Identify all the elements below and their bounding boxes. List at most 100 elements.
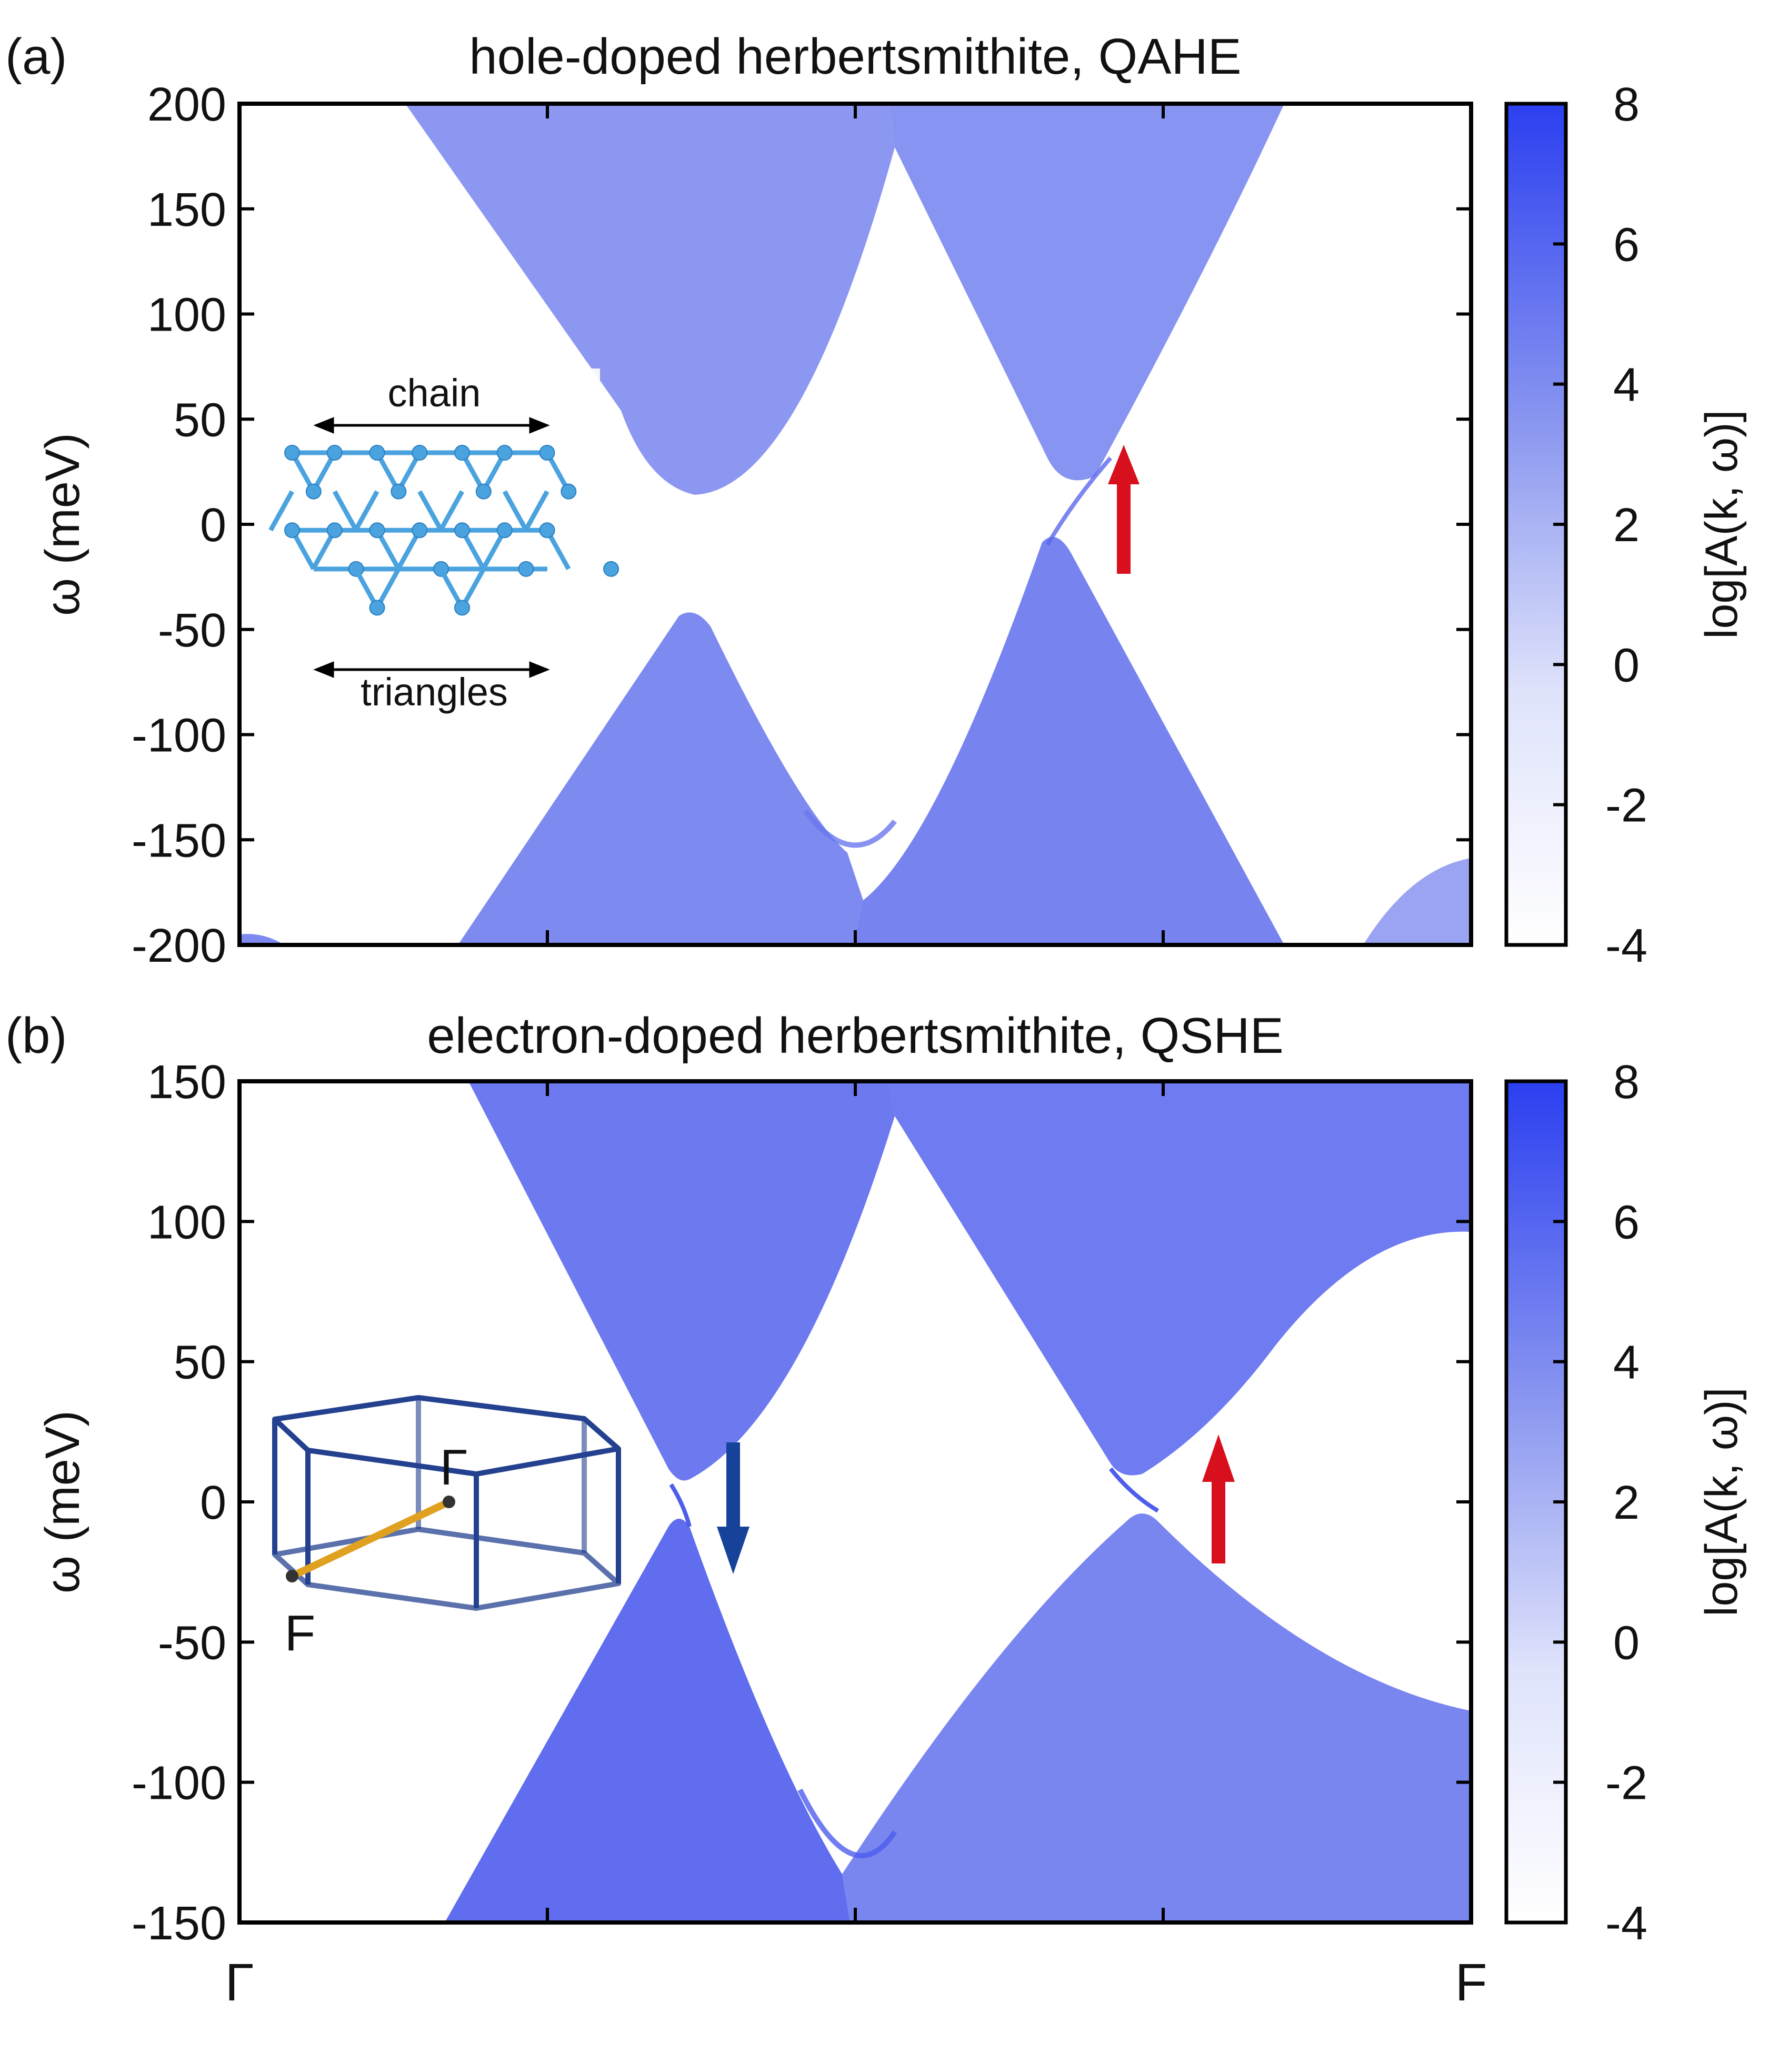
panel-b-spectral-map xyxy=(445,1081,1471,1922)
y-tick-label: -50 xyxy=(158,1617,226,1669)
kagome-bond xyxy=(417,490,443,532)
panel-a-ylabel: ω (meV) xyxy=(36,433,89,616)
panel-b-red-arrow-shaft xyxy=(1212,1477,1225,1563)
colorbar-tick-label: -2 xyxy=(1605,780,1647,832)
kagome-site xyxy=(369,445,385,461)
kagome-site xyxy=(412,445,428,461)
panel-a-red-arrow-head xyxy=(1108,445,1140,484)
f-point-dot xyxy=(286,1570,298,1582)
colorbar-tick-label: -2 xyxy=(1605,1757,1647,1810)
y-tick-label: 100 xyxy=(147,1196,226,1249)
panel-b-ylabel: ω (meV) xyxy=(36,1410,89,1593)
colorbar-tick-label: 6 xyxy=(1613,218,1640,271)
panel-a-red-arrow xyxy=(1108,445,1140,574)
kagome-site xyxy=(539,522,555,539)
y-tick-label: -100 xyxy=(132,710,226,762)
kagome-site xyxy=(412,522,428,539)
colorbar-tick-label: 0 xyxy=(1613,1617,1640,1669)
chain-double-arrow-head-right xyxy=(529,417,550,434)
colorbar-tick-label: 8 xyxy=(1613,1056,1640,1109)
kagome-bond xyxy=(523,490,549,532)
y-tick-label: 150 xyxy=(147,1056,226,1109)
panel-b-lower-edge-state xyxy=(797,1788,897,1858)
chain-double-arrow-head-left xyxy=(313,417,334,434)
panel-b-title: electron-doped herbertsmithite, QSHE xyxy=(427,1008,1283,1064)
panel-b-blue-arrow-head xyxy=(717,1527,749,1574)
panel-b-band-lower-left xyxy=(445,1519,850,1922)
kagome-bond xyxy=(268,490,294,532)
panel-b-edge-state-right xyxy=(1108,1467,1160,1513)
panel-b-yticks: 150 100 50 0 -50 -100 -150 xyxy=(132,1056,1471,1950)
panel-a-band-lower-right xyxy=(853,537,1284,945)
kagome-bond xyxy=(438,490,464,532)
panel-b-blue-arrow-shaft xyxy=(726,1442,740,1532)
kagome-site xyxy=(561,483,577,500)
chain-double-arrow xyxy=(313,417,550,434)
kagome-site xyxy=(539,445,555,461)
panel-b-red-arrow-head xyxy=(1202,1435,1235,1482)
kagome-site xyxy=(454,522,470,539)
colorbar-tick-label: 6 xyxy=(1613,1196,1640,1249)
colorbar-tick-label: 2 xyxy=(1613,1477,1640,1529)
kagome-site xyxy=(454,445,470,461)
colorbar-tick-label: 2 xyxy=(1613,499,1640,552)
kagome-site xyxy=(603,561,619,577)
kagome-site xyxy=(496,522,513,539)
kagome-site xyxy=(326,445,343,461)
panel-b-edge-state-left xyxy=(669,1483,692,1527)
panel-a-band-upper-left xyxy=(405,104,895,495)
panel-a-edge-state xyxy=(1045,456,1113,546)
gamma-to-f-path xyxy=(291,1498,451,1580)
panel-a-band-upper-right xyxy=(890,104,1284,481)
panel-a-band-corner-left xyxy=(239,934,284,945)
panel-a-title: hole-doped herbertsmithite, QAHE xyxy=(469,28,1241,85)
triangles-double-arrow-head-left xyxy=(313,661,334,678)
panel-a-colorbar-ticks: 8 6 4 2 0 -2 -4 xyxy=(1553,78,1647,972)
y-tick-label: 200 xyxy=(147,78,226,131)
brillouin-zone-edges xyxy=(272,1395,621,1611)
y-tick-label: 100 xyxy=(147,289,226,342)
colorbar-tick-label: -4 xyxy=(1605,920,1647,972)
colorbar-tick-label: -4 xyxy=(1605,1897,1647,1950)
colorbar-tick-label: 8 xyxy=(1613,78,1640,131)
panel-a-colorbar-label: log[A(k, ω)] xyxy=(1696,410,1747,639)
y-tick-label: -150 xyxy=(132,814,226,867)
panel-a-yticks: 200 150 100 50 0 -50 -100 -150 -200 xyxy=(132,78,1471,972)
kagome-site xyxy=(518,561,534,577)
kagome-site xyxy=(454,600,470,616)
kagome-label-chain: chain xyxy=(388,371,481,415)
bz-f-label: F xyxy=(285,1605,316,1661)
kagome-bond xyxy=(502,490,528,532)
bz-bottom-hexagon xyxy=(272,1527,621,1611)
panel-a-label: (a) xyxy=(5,28,67,85)
kagome-site xyxy=(391,483,407,500)
panel-a-band-lower-left xyxy=(458,612,863,945)
triangles-double-arrow-head-right xyxy=(529,661,550,678)
y-tick-label: -150 xyxy=(132,1897,226,1950)
colorbar-tick-label: 4 xyxy=(1613,359,1640,412)
panel-a: (a) hole-doped herbertsmithite, QAHE ω (… xyxy=(5,28,1747,972)
y-tick-label: -50 xyxy=(158,604,226,657)
y-tick-label: -100 xyxy=(132,1757,226,1810)
panel-b-colorbar-ticks: 8 6 4 2 0 -2 -4 xyxy=(1553,1056,1647,1950)
panel-b-band-upper-right xyxy=(890,1081,1471,1476)
panel-a-band-corner-right xyxy=(1363,858,1471,945)
kagome-label-triangles: triangles xyxy=(361,670,508,714)
kagome-site xyxy=(284,445,300,461)
colorbar-tick-label: 4 xyxy=(1613,1337,1640,1389)
kagome-site xyxy=(369,600,385,616)
colorbar-tick-label: 0 xyxy=(1613,639,1640,692)
triangles-double-arrow xyxy=(313,661,550,678)
panel-a-lower-edge-state xyxy=(803,809,897,848)
kagome-inset: chain triangles xyxy=(268,368,619,714)
panel-b-red-arrow xyxy=(1202,1435,1235,1563)
panel-a-spectral-map xyxy=(239,104,1471,945)
brillouin-zone-inset: Γ F xyxy=(272,1395,621,1661)
panel-b-blue-arrow xyxy=(717,1442,749,1574)
y-tick-label: 0 xyxy=(200,499,226,552)
kagome-lattice xyxy=(268,445,619,616)
panel-b-colorbar-label: log[A(k, ω)] xyxy=(1696,1387,1747,1616)
panel-a-xticks xyxy=(546,104,1165,945)
kagome-site xyxy=(326,522,343,539)
